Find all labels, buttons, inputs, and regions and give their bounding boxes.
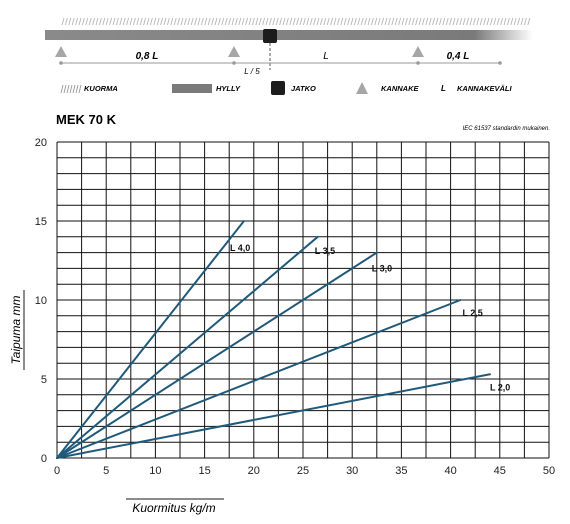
dimension-tick-mid (232, 61, 236, 65)
x-tick-label: 35 (395, 465, 407, 477)
series-label: L 4,0 (230, 243, 250, 253)
product-title: MEK 70 K (56, 112, 117, 127)
span-left-label: 0,8 L (136, 51, 159, 62)
x-axis-label: Kuormitus kg/m (132, 501, 215, 515)
y-tick-label: 15 (35, 216, 47, 228)
span-right-label: 0,4 L (447, 51, 470, 62)
series-label: L 3,5 (315, 246, 335, 256)
chart-tick-labels: 0 5 10 15 20 25 30 35 40 45 50 0 5 10 15 20 (35, 137, 555, 477)
support-diagram: 0,8 L L 0,4 L L / 5 (45, 17, 533, 76)
legend: KUORMA HYLLY JATKO KANNAKE L KANNAKEVÄLI (60, 81, 513, 95)
series-label: L 2,5 (462, 308, 482, 318)
legend-symbol-span: L (441, 84, 446, 93)
standard-note: IEC 61537 standardin mukainen. (463, 126, 550, 132)
bracket-right-triangle (412, 46, 424, 57)
x-tick-label: 10 (149, 465, 161, 477)
shelf-bar-icon (172, 84, 212, 93)
y-axis-label: Taipuma mm (9, 296, 23, 365)
legend-label-shelf: HYLLY (216, 84, 241, 93)
joint-square-icon (271, 81, 285, 95)
x-tick-label: 25 (297, 465, 309, 477)
load-hatch-icon (60, 84, 82, 94)
series-label: L 2,0 (490, 382, 510, 392)
x-tick-label: 5 (103, 465, 109, 477)
series-line (56, 373, 491, 459)
x-tick-label: 45 (494, 465, 506, 477)
x-tick-label: 30 (346, 465, 358, 477)
chart-series-labels: L 4,0 L 3,5 L 3,0 L 2,5 L 2,0 (230, 243, 510, 392)
bracket-mid-triangle (228, 46, 240, 57)
y-tick-label: 10 (35, 295, 47, 307)
x-tick-label: 40 (444, 465, 456, 477)
series-line (56, 251, 378, 459)
series-line (56, 299, 462, 459)
bracket-left-triangle (55, 46, 67, 57)
series-label: L 3,0 (372, 264, 392, 274)
dimension-tick-left (59, 61, 63, 65)
x-tick-label: 15 (198, 465, 210, 477)
x-tick-label: 0 (54, 465, 60, 477)
joint-offset-label: L / 5 (244, 67, 260, 76)
bracket-triangle-icon (356, 82, 368, 94)
span-mid-label: L (323, 51, 329, 62)
series-line (56, 220, 245, 459)
dimension-tick-right (416, 61, 420, 65)
shelf-bar (45, 30, 533, 40)
legend-label-joint: JATKO (291, 84, 316, 93)
joint-square (263, 29, 277, 43)
y-tick-label: 0 (41, 453, 47, 465)
y-tick-label: 5 (41, 374, 47, 386)
series-line (56, 235, 319, 459)
load-hatch (61, 17, 531, 26)
legend-label-span: KANNAKEVÄLI (457, 84, 513, 93)
y-tick-label: 20 (35, 137, 47, 149)
legend-label-bracket: KANNAKE (381, 84, 419, 93)
x-tick-label: 20 (248, 465, 260, 477)
x-tick-label: 50 (543, 465, 555, 477)
chart-series (56, 220, 491, 459)
legend-label-load: KUORMA (84, 84, 118, 93)
dimension-tick-end (498, 61, 502, 65)
